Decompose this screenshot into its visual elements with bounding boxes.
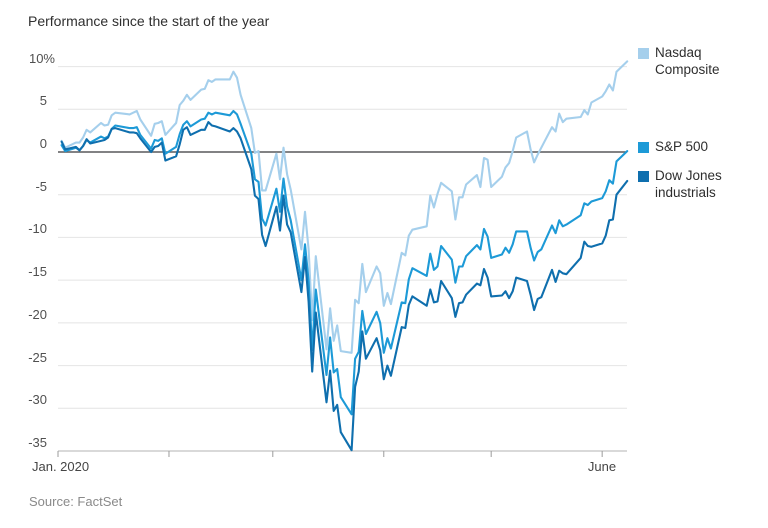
- legend-item-nasdaq: Nasdaq Composite: [638, 44, 758, 78]
- chart-title: Performance since the start of the year: [28, 13, 270, 29]
- y-axis-label: -25: [28, 349, 47, 365]
- y-axis-label: -30: [28, 392, 47, 408]
- legend-item-dow: Dow Jones industrials: [638, 167, 758, 201]
- legend-label-nasdaq: Nasdaq Composite: [655, 45, 720, 77]
- y-axis-label: -15: [28, 264, 47, 280]
- legend-label-dow: Dow Jones industrials: [655, 168, 722, 200]
- legend-label-sp500: S&P 500: [655, 139, 709, 154]
- x-axis-label-june: June: [587, 459, 617, 474]
- y-axis-label: 5: [39, 93, 47, 109]
- x-axis-label-jan: Jan. 2020: [32, 459, 90, 474]
- nasdaq-swatch-icon: [638, 48, 649, 59]
- y-axis-label: 10%: [28, 50, 55, 66]
- source-note: Source: FactSet: [29, 494, 123, 509]
- sp500-swatch-icon: [638, 142, 649, 153]
- nasdaq-line: [60, 60, 629, 354]
- sp500-line: [60, 109, 629, 416]
- dow-swatch-icon: [638, 171, 649, 182]
- legend-item-sp500: S&P 500: [638, 138, 758, 155]
- y-axis-label: -20: [28, 306, 47, 322]
- y-axis-label: 0: [39, 136, 47, 151]
- dow-line: [60, 121, 629, 452]
- y-axis-label: -35: [28, 435, 47, 450]
- y-axis-label: -10: [28, 221, 47, 237]
- y-axis-label: -5: [35, 178, 47, 194]
